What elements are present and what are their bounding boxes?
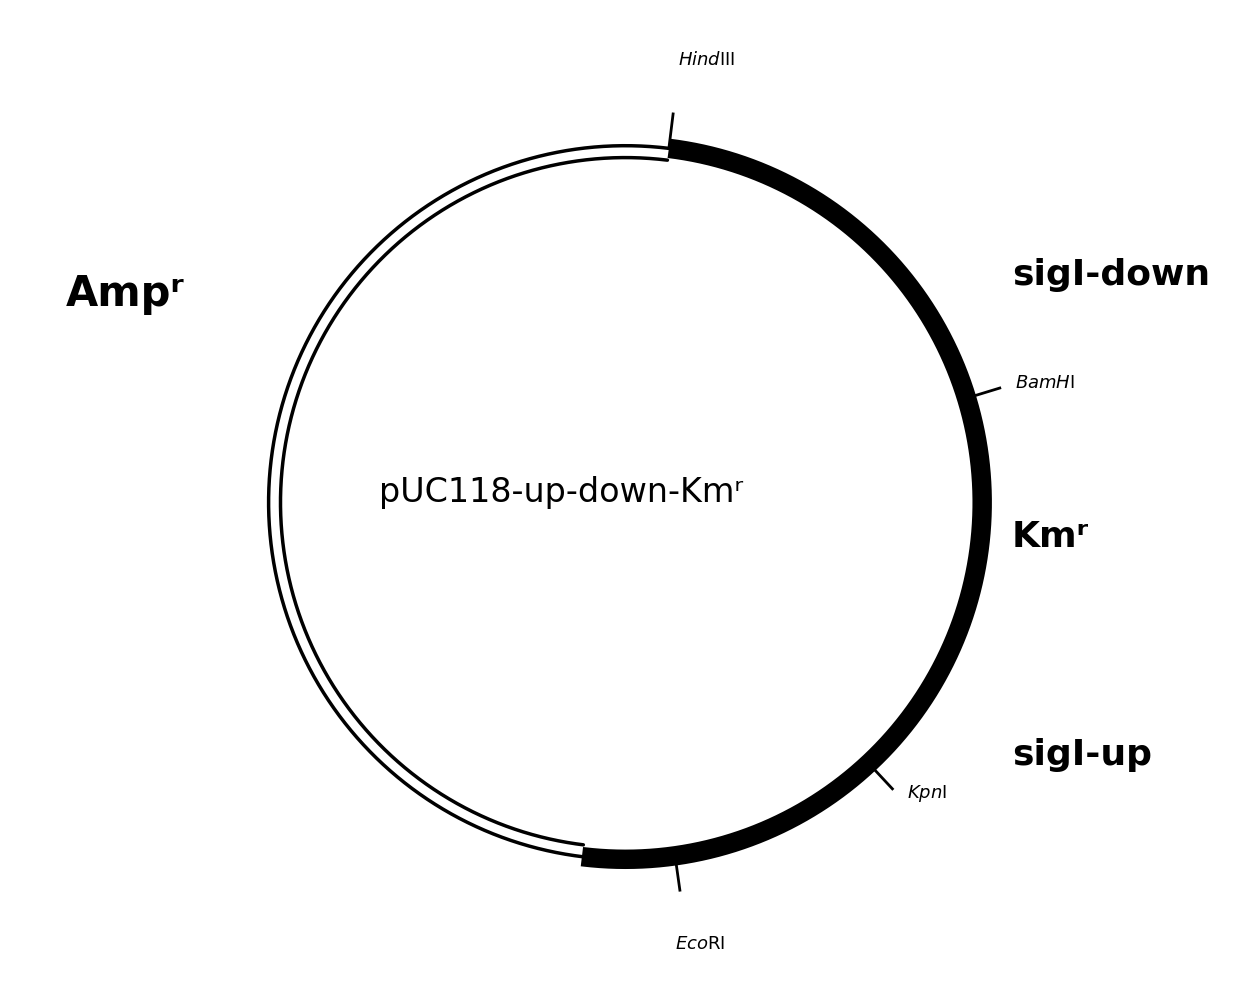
Text: $\mathit{BamH}$I: $\mathit{BamH}$I [1014,374,1075,392]
Text: sigI-up: sigI-up [1012,739,1152,772]
Text: $\mathit{Hind}$III: $\mathit{Hind}$III [678,51,735,69]
Text: $\mathit{Kpn}$I: $\mathit{Kpn}$I [908,783,947,804]
Text: Kmʳ: Kmʳ [1012,521,1089,554]
Text: Ampʳ: Ampʳ [66,273,184,316]
Text: $\mathit{Eco}$RI: $\mathit{Eco}$RI [675,935,725,953]
Text: sigI-down: sigI-down [1012,257,1210,291]
Text: pUC118-up-down-Kmʳ: pUC118-up-down-Kmʳ [379,476,743,510]
